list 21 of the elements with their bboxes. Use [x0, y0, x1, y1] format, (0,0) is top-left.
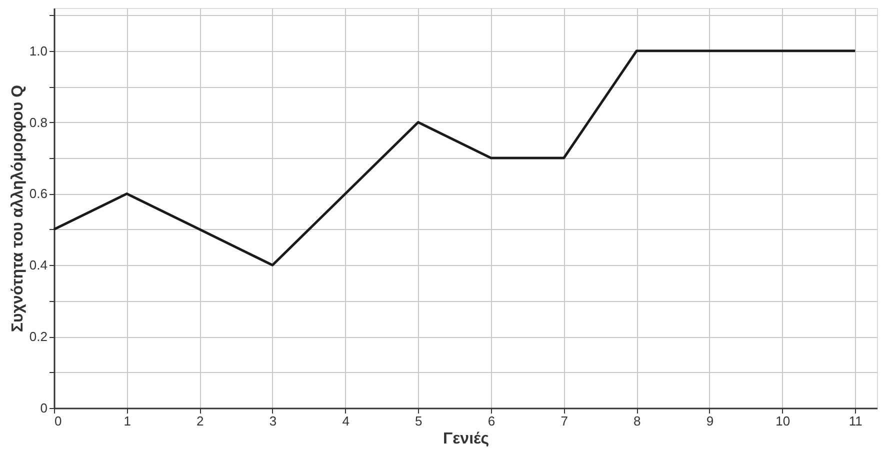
x-tick-label: 6: [488, 414, 496, 428]
x-tick-label: 1: [124, 414, 131, 428]
y-tick-label: 0.8: [29, 114, 48, 130]
x-axis-title: Γενιές: [442, 430, 490, 448]
y-axis-title: Συχνότητα του αλληλόμορφου Q: [9, 84, 26, 332]
x-tick-label: 4: [342, 414, 350, 428]
x-tick-label: 3: [269, 414, 277, 428]
x-tick-label: 5: [415, 414, 422, 428]
x-tick-label: 11: [848, 414, 862, 428]
x-tick-label: 2: [196, 414, 204, 428]
x-tick-label: 7: [560, 414, 568, 428]
line-series: [52, 50, 856, 266]
y-tick-label: 0: [40, 400, 48, 416]
y-tick-label: 0.4: [29, 258, 48, 273]
y-tick-label: 0.6: [29, 186, 48, 202]
y-tick-label: 0.2: [29, 329, 48, 344]
x-tick-label: 8: [634, 414, 641, 428]
x-tick-label: 10: [776, 414, 790, 428]
x-tick-label: 0: [54, 414, 62, 428]
x-tick-label: 9: [706, 414, 714, 428]
y-tick-label: 1.0: [29, 43, 48, 58]
